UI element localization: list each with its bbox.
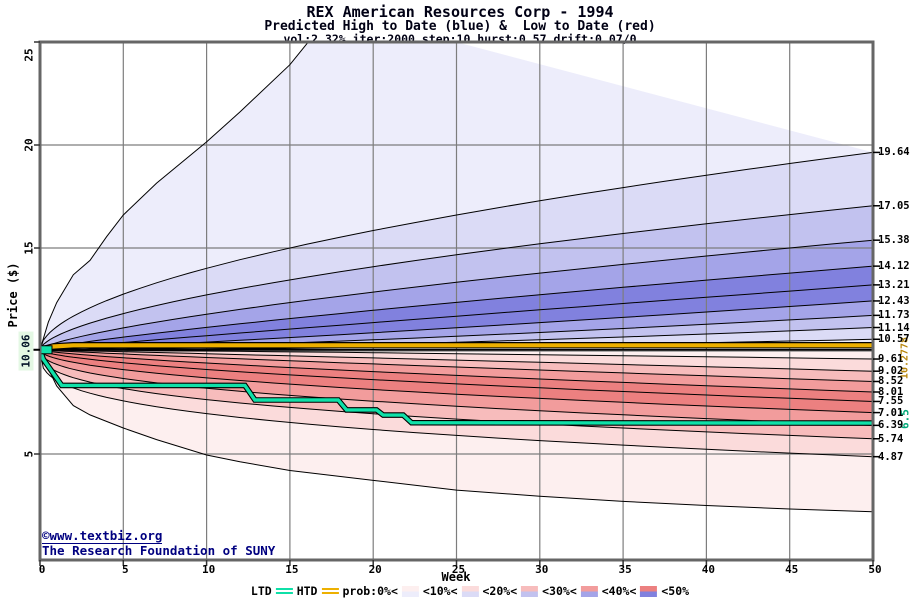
x-tick-label: 5 — [121, 563, 129, 576]
x-tick-label: 10 — [201, 563, 216, 576]
right-value-label: 6.39 — [878, 419, 904, 432]
copyright-link[interactable]: ©www.textbiz.org — [42, 528, 163, 544]
y-tick-label: 5 — [22, 450, 36, 458]
plot-area — [40, 42, 873, 560]
right-value-label: 12.43 — [878, 294, 910, 307]
x-axis-title: Week — [441, 570, 471, 584]
legend-label: <40%< — [601, 584, 637, 598]
right-value-label: 5.74 — [878, 432, 904, 445]
chart-legend: LTD HTD prob:0%< <10%< <20%< <30%< <40%< <50% — [251, 584, 689, 598]
x-tick-label: 45 — [785, 563, 799, 576]
legend-label: <50% — [661, 584, 690, 598]
percentile-curve — [40, 349, 873, 393]
percentile-curve — [40, 349, 873, 513]
probability-band-swatch — [461, 585, 479, 597]
percentile-curve — [40, 42, 309, 350]
legend-label: LTD — [250, 584, 272, 598]
x-tick-label: 0 — [38, 563, 46, 576]
ltd-line — [40, 349, 873, 425]
right-value-label: 11.73 — [878, 309, 910, 322]
right-value-label: 10.57 — [878, 333, 910, 346]
percentile-curve — [40, 205, 873, 351]
htd-legend-swatch — [321, 587, 339, 595]
chart-title: REX American Resources Corp - 1994 — [306, 3, 614, 21]
start-price-label: 10.06 — [18, 331, 34, 371]
ltd-legend-swatch — [275, 587, 293, 595]
probability-band-swatch — [401, 585, 419, 597]
probability-band — [40, 349, 873, 426]
probability-band-swatch — [580, 585, 598, 597]
percentile-curve — [40, 239, 873, 351]
y-tick-label: 20 — [22, 138, 36, 152]
percentile-curve — [40, 151, 873, 350]
right-value-label: 19.64 — [878, 146, 910, 159]
right-value-label: 9.02 — [878, 365, 904, 378]
y-axis-title: Price ($) — [6, 262, 20, 328]
organization-label: The Research Foundation of SUNY — [42, 543, 276, 558]
x-tick-label: 40 — [701, 563, 716, 576]
right-value-label: 8.01 — [878, 385, 904, 398]
probability-band — [40, 349, 873, 512]
start-marker — [40, 345, 53, 355]
x-tick-label: 25 — [451, 563, 466, 576]
legend-label: <20%< — [482, 584, 518, 598]
x-tick-label: 30 — [535, 563, 549, 576]
legend-label: prob:0%< — [342, 584, 398, 598]
percentile-curve — [40, 349, 873, 402]
right-value-label: 9.61 — [878, 353, 904, 366]
legend-label: <30%< — [542, 584, 577, 598]
right-value-label: 13.21 — [878, 278, 910, 291]
right-value-label: 7.55 — [878, 395, 904, 408]
legend-label: HTD — [296, 584, 318, 598]
right-value-label: 15.38 — [878, 234, 910, 247]
y-tick-label: 15 — [22, 241, 36, 255]
right-value-label: 17.05 — [878, 199, 910, 212]
percentile-curve — [40, 349, 873, 382]
probability-band-swatch — [521, 585, 539, 597]
right-value-label: 11.14 — [878, 321, 910, 334]
right-value-label: 7.01 — [878, 406, 904, 419]
y-tick-label: 25 — [22, 48, 36, 62]
chart-subtitle: Predicted High to Date (blue) & Low to D… — [264, 19, 656, 34]
x-tick-label: 15 — [285, 563, 299, 576]
x-tick-label: 20 — [368, 563, 382, 576]
percentile-curve — [40, 349, 873, 440]
x-tick-label: 50 — [868, 563, 882, 576]
legend-label: <10%< — [422, 584, 458, 598]
probability-band — [40, 349, 873, 413]
x-tick-label: 35 — [618, 563, 632, 576]
percentile-curve — [40, 349, 873, 414]
probability-band — [40, 349, 873, 359]
right-value-label: 8.52 — [878, 375, 904, 388]
right-value-label: 14.12 — [878, 260, 910, 273]
probability-band-swatch — [640, 585, 658, 597]
right-value-label: 4.87 — [878, 450, 904, 463]
